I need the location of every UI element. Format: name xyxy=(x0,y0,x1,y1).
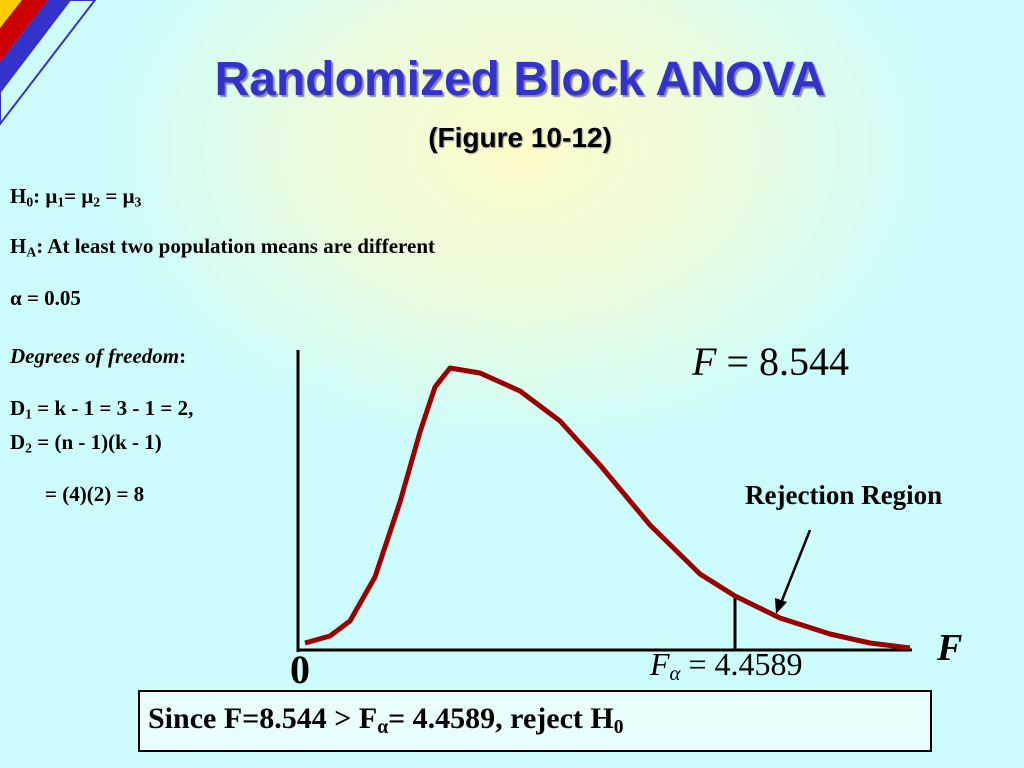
text-segment: = 4.4589, reject H xyxy=(388,702,614,735)
text-segment: = (4)(2) = 8 xyxy=(45,482,145,506)
f-distribution-curve xyxy=(304,365,911,651)
h0: H0: μ1= μ2 = μ3 xyxy=(10,184,141,210)
text-segment: = μ xyxy=(100,184,135,208)
text-segment: D xyxy=(10,430,26,454)
subtitle: (Figure 10-12) xyxy=(428,122,612,153)
subscript: A xyxy=(26,244,37,260)
text-segment: F xyxy=(650,646,670,682)
conclusion-box xyxy=(138,690,932,752)
subscript: 2 xyxy=(93,194,101,210)
subscript: α xyxy=(377,716,389,738)
text-segment: = 8.544 xyxy=(716,339,849,384)
text-segment: F xyxy=(937,627,963,669)
ha: HA: At least two population means are di… xyxy=(10,234,435,260)
corner-stripe xyxy=(0,0,97,126)
conclusion: Since F=8.544 > Fα= 4.4589, reject H0 xyxy=(148,702,623,739)
text-segment: α = 0.05 xyxy=(10,286,81,310)
rejection-label: Rejection Region xyxy=(745,480,942,511)
arrow-head xyxy=(775,598,787,614)
text-segment: H xyxy=(10,234,27,258)
text-segment: : xyxy=(179,344,187,368)
text-segment: = k - 1 = 3 - 1 = 2, xyxy=(32,396,194,420)
text-segment: D xyxy=(10,396,26,420)
origin-label: 0 xyxy=(290,646,310,693)
subscript: 0 xyxy=(26,194,34,210)
d2-value: = (4)(2) = 8 xyxy=(45,482,144,507)
subscript: 3 xyxy=(134,194,142,210)
text-segment: = 4.4589 xyxy=(680,646,803,682)
text-segment: = (n - 1)(k - 1) xyxy=(32,430,162,454)
subscript: 1 xyxy=(57,194,65,210)
arrow xyxy=(779,529,812,604)
text-segment: Degrees of freedom xyxy=(10,344,180,368)
subscript: 1 xyxy=(25,406,32,422)
d2: D2 = (n - 1)(k - 1) xyxy=(10,430,162,456)
f-statistic: F = 8.544 xyxy=(692,338,849,385)
text-segment: : At least two population means are diff… xyxy=(36,234,435,258)
text-segment: Rejection Region xyxy=(745,480,943,510)
text-segment: H xyxy=(10,184,27,208)
text-segment: = μ xyxy=(64,184,94,208)
d1: D1 = k - 1 = 3 - 1 = 2, xyxy=(10,396,193,422)
text-segment: 0 xyxy=(290,647,310,692)
subscript: 2 xyxy=(25,440,32,456)
subscript: α xyxy=(669,662,681,686)
text-segment: : μ xyxy=(33,184,58,208)
subscript: 0 xyxy=(613,716,624,738)
axis-label: F xyxy=(937,626,962,670)
alpha: α = 0.05 xyxy=(10,286,81,311)
f-critical: Fα = 4.4589 xyxy=(650,646,803,686)
text-segment: F xyxy=(692,339,717,384)
text-segment: Since F=8.544 > F xyxy=(148,702,378,735)
title: Randomized Block ANOVA xyxy=(214,53,826,106)
df-label: Degrees of freedom: xyxy=(10,344,186,369)
